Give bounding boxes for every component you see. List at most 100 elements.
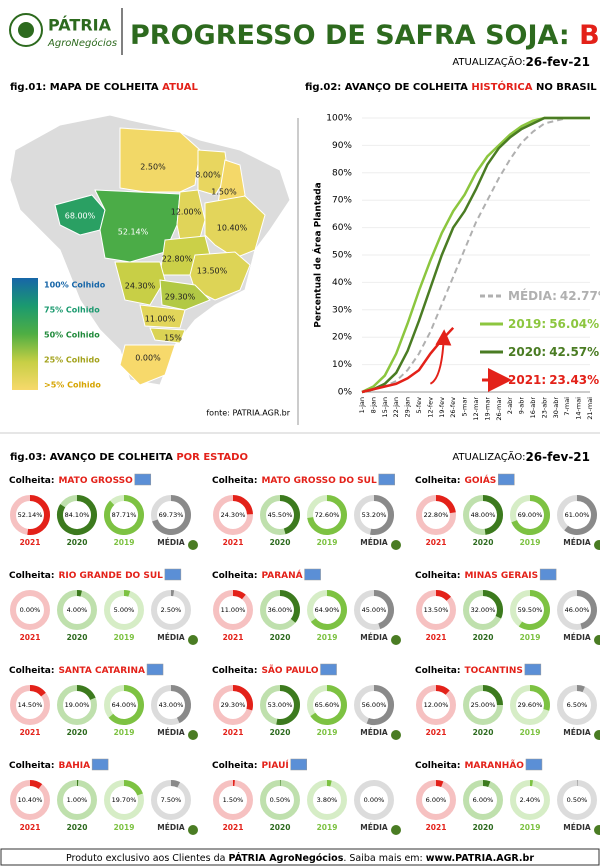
state-title: Colheita: MATO GROSSO (9, 476, 133, 486)
card-logo (188, 540, 198, 550)
footer-url[interactable]: www.PATRIA.AGR.br (426, 853, 535, 864)
ring-track (10, 590, 50, 630)
x-tick-label: 15-jan (381, 397, 389, 418)
card-logo (594, 825, 600, 835)
ring-year: 2019 (317, 633, 338, 642)
ring-label: 13.50% (424, 606, 449, 614)
ring-value (232, 495, 253, 515)
ring-year: 2021 (426, 633, 447, 642)
map-region (139, 304, 186, 329)
ring-value (511, 495, 550, 535)
x-tick-label: 22-jan (392, 397, 400, 418)
ring-label: 87.71% (112, 511, 137, 519)
map-label: 2.50% (140, 163, 166, 172)
ring-label: 69.73% (159, 511, 184, 519)
ring-label: 64.00% (112, 701, 137, 709)
state-flag (378, 473, 395, 486)
state-name: BAHIA (58, 761, 90, 771)
ring-value (482, 590, 503, 619)
map-label: 11.00% (145, 315, 176, 324)
ring-label: 0.50% (270, 796, 291, 804)
ring-year: 2021 (223, 633, 244, 642)
card-logo (391, 635, 401, 645)
ring-value (576, 685, 585, 693)
map-legend-label: 25% Colhido (44, 356, 100, 365)
y-tick-label: 70% (332, 196, 352, 206)
x-tick-label: 29-jan (404, 397, 412, 418)
update-date: 26-fev-21 (525, 450, 590, 464)
brand: PÁTRIA (48, 16, 112, 35)
ring-value (435, 495, 456, 514)
map-label: 10.40% (217, 224, 248, 233)
ring-label: 19.00% (65, 701, 90, 709)
title: PROGRESSO DE SAFRA SOJA: BRASIL (130, 20, 600, 51)
logo (9, 13, 43, 47)
x-tick-label: 7-mai (563, 397, 571, 416)
ring-year: 2021 (20, 728, 41, 737)
colheita-label: Colheita: (9, 666, 54, 676)
y-tick-label: 80% (332, 168, 352, 178)
y-tick-label: 30% (332, 305, 352, 315)
footer-text2: . Saiba mais em: (343, 853, 422, 864)
fig2-title: fig.02: AVANÇO DE COLHEITA HISTÓRICA NO … (305, 80, 597, 93)
ring-year: 2020 (270, 633, 291, 642)
ring-value (76, 590, 82, 597)
ring-value (232, 590, 246, 600)
ring-value (104, 495, 144, 535)
x-tick-label: 9-abr (518, 397, 526, 415)
ring-label: 2.40% (520, 796, 541, 804)
ring-year: MÉDIA (563, 538, 591, 547)
ring-label: 11.00% (221, 606, 246, 614)
state-name: PARANÁ (261, 569, 302, 581)
ring-year: 2020 (473, 633, 494, 642)
map-label: 12.00% (171, 208, 202, 217)
fig2-title-main: fig.02: AVANÇO DE COLHEITA (305, 82, 468, 93)
map-legend-label: 75% Colhido (44, 306, 100, 315)
ring-year: 2021 (20, 823, 41, 832)
legend-name: MÉDIA: (508, 288, 557, 303)
ring-value (373, 590, 394, 630)
legend-entry: 2021: 23.43% (508, 373, 599, 387)
ring-year: 2021 (426, 538, 447, 547)
colheita-label: Colheita: (212, 571, 257, 581)
ring-year: 2020 (67, 538, 88, 547)
ring-value (310, 590, 347, 630)
update: ATUALIZAÇÃO:26-fev-21 (452, 450, 590, 464)
state-title: Colheita: MARANHÃO (415, 760, 524, 771)
ring-year: MÉDIA (157, 823, 185, 832)
state-name: MATO GROSSO DO SUL (261, 476, 377, 486)
ring-label: 1.50% (223, 796, 244, 804)
map-region (189, 251, 251, 301)
ring-value (435, 590, 452, 601)
colheita-label: Colheita: (415, 761, 460, 771)
ring-year: MÉDIA (360, 728, 388, 737)
state-title: Colheita: TOCANTINS (415, 666, 523, 676)
ring-label: 43.00% (159, 701, 184, 709)
ring-year: 2020 (67, 633, 88, 642)
fig1-title-main: fig.01: MAPA DE COLHEITA (10, 82, 159, 93)
ring-year: 2019 (114, 728, 135, 737)
legend-value: 42.77% (560, 289, 600, 303)
state-name: MARANHÃO (464, 760, 524, 771)
map-label: 29.30% (165, 293, 196, 302)
x-tick-label: 5-fev (415, 397, 423, 414)
ring-value (370, 495, 394, 535)
ring-label: 48.00% (471, 511, 496, 519)
x-tick-label: 23-abr (540, 397, 548, 419)
ring-label: 72.60% (315, 511, 340, 519)
colheita-label: Colheita: (212, 476, 257, 486)
state-title: Colheita: SANTA CATARINA (9, 666, 145, 676)
ring-value (29, 685, 46, 697)
legend-value: 56.04% (549, 317, 599, 331)
ring-value (576, 590, 597, 630)
ring-year: MÉDIA (563, 633, 591, 642)
ring-label: 46.00% (565, 606, 590, 614)
ring-value (435, 685, 450, 695)
series-line (361, 117, 590, 393)
ring-value (482, 495, 503, 535)
map-source: fonte: PATRIA.AGR.br (206, 409, 290, 418)
ring-label: 2.50% (161, 606, 182, 614)
title-country: BRASIL (579, 20, 600, 51)
ring-year: 2020 (270, 823, 291, 832)
